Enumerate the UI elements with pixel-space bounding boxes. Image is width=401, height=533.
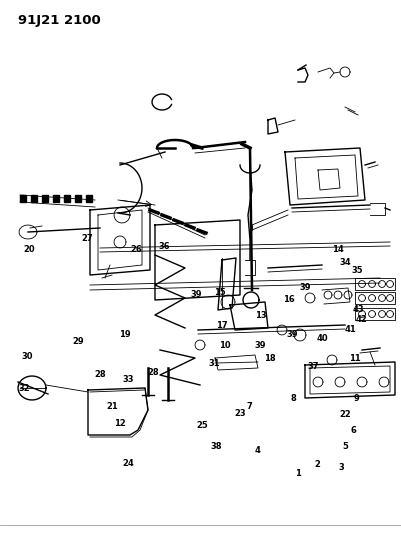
Text: 15: 15	[214, 288, 226, 296]
Text: 28: 28	[147, 368, 158, 376]
Text: 42: 42	[354, 316, 366, 324]
Text: 9: 9	[353, 394, 359, 403]
Text: 38: 38	[210, 442, 221, 451]
Text: 1: 1	[294, 469, 300, 478]
Text: 14: 14	[331, 245, 343, 254]
Text: 39: 39	[299, 284, 310, 292]
Text: 21: 21	[106, 402, 118, 410]
Text: 39: 39	[190, 290, 201, 298]
Text: 10: 10	[219, 341, 230, 350]
Text: 5: 5	[341, 442, 347, 451]
Polygon shape	[75, 195, 81, 202]
Text: 31: 31	[208, 359, 219, 368]
Text: 6: 6	[350, 426, 356, 435]
Text: 19: 19	[119, 330, 130, 339]
Text: 7: 7	[246, 402, 251, 410]
Text: 37: 37	[306, 362, 318, 371]
Text: 3: 3	[338, 464, 344, 472]
Text: 23: 23	[234, 409, 245, 417]
Text: 13: 13	[254, 311, 265, 320]
Polygon shape	[20, 195, 26, 202]
Text: 18: 18	[264, 354, 275, 362]
Text: 39: 39	[286, 330, 298, 339]
Text: 24: 24	[122, 459, 134, 468]
Text: 17: 17	[216, 321, 227, 329]
Text: 16: 16	[282, 295, 294, 304]
Text: 20: 20	[23, 245, 34, 254]
Polygon shape	[53, 195, 59, 202]
Text: 11: 11	[348, 354, 360, 362]
Polygon shape	[64, 195, 70, 202]
Text: 22: 22	[338, 410, 350, 419]
Text: 30: 30	[22, 352, 33, 360]
Text: 40: 40	[316, 334, 327, 343]
Text: 4: 4	[254, 446, 259, 455]
Text: 43: 43	[352, 305, 363, 313]
Text: 35: 35	[350, 266, 362, 275]
Text: 39: 39	[254, 341, 265, 350]
Polygon shape	[86, 195, 92, 202]
Text: 28: 28	[94, 370, 105, 378]
Text: 12: 12	[113, 419, 126, 428]
Text: 25: 25	[195, 421, 207, 430]
Text: 34: 34	[338, 258, 350, 266]
Text: 27: 27	[82, 235, 93, 243]
Text: 2: 2	[314, 461, 320, 469]
Text: 26: 26	[130, 245, 142, 254]
Text: 8: 8	[290, 394, 296, 403]
Polygon shape	[31, 195, 37, 202]
Text: 41: 41	[344, 325, 356, 334]
Text: 29: 29	[73, 337, 84, 345]
Text: 36: 36	[158, 242, 169, 251]
Polygon shape	[42, 195, 48, 202]
Text: 32: 32	[18, 384, 30, 392]
Text: 33: 33	[122, 375, 133, 384]
Text: 91J21 2100: 91J21 2100	[18, 14, 101, 27]
